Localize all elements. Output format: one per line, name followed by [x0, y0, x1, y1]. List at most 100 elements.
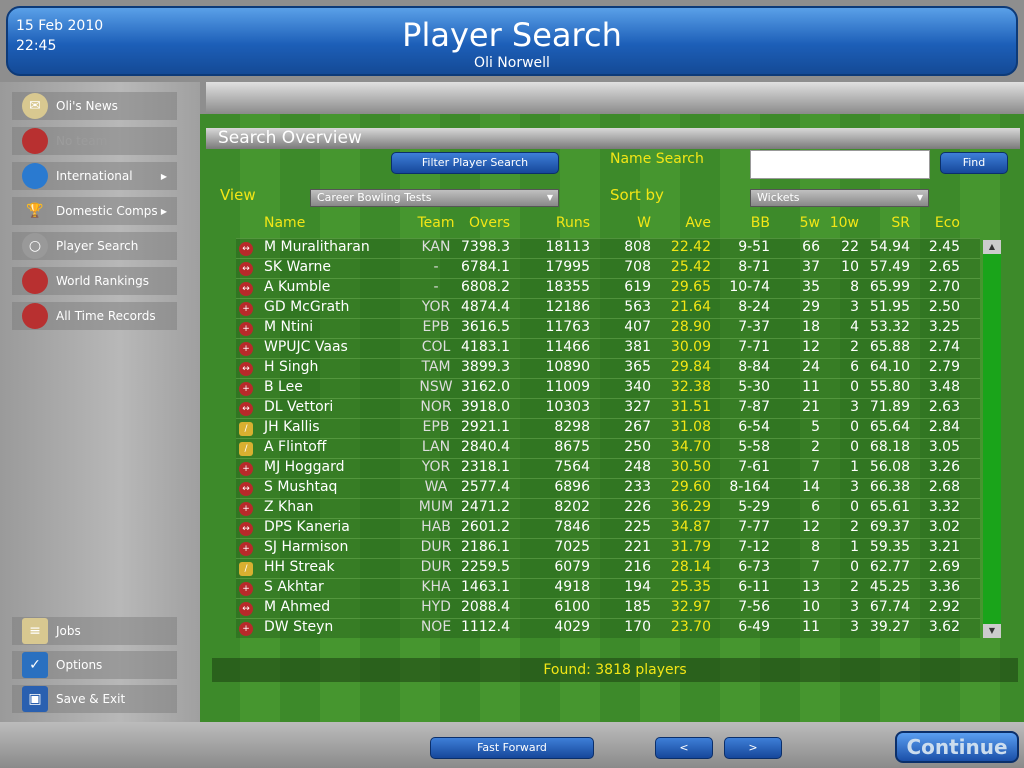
cell-name[interactable]: DL Vettori — [264, 399, 334, 415]
forward-button[interactable]: > — [724, 737, 782, 759]
scroll-up-icon[interactable]: ▲ — [983, 240, 1001, 254]
continue-button[interactable]: Continue — [895, 731, 1019, 763]
cell-overs: 2840.4 — [461, 439, 510, 455]
cell-ave: 31.08 — [670, 419, 711, 435]
cell-name[interactable]: A Flintoff — [264, 439, 327, 455]
column-header-overs[interactable]: Overs — [469, 215, 510, 231]
table-row[interactable]: ↔ DPS Kaneria HAB 2601.2 7846 225 34.87 7-77 12 2… — [236, 518, 980, 538]
sort-by-select[interactable]: Wickets ▼ — [750, 189, 929, 207]
sidebar-item-player-search[interactable]: ○ Player Search — [12, 232, 177, 260]
cell-name[interactable]: MJ Hoggard — [264, 459, 345, 475]
column-header-5w[interactable]: 5w — [799, 215, 820, 231]
filter-player-search-button[interactable]: Filter Player Search — [391, 152, 559, 174]
cell-name[interactable]: H Singh — [264, 359, 319, 375]
table-row[interactable]: + M Ntini EPB 3616.5 11763 407 28.90 7-37 18 4 53.… — [236, 318, 980, 338]
cell-overs: 3162.0 — [461, 379, 510, 395]
cell-f5: 66 — [802, 239, 820, 255]
cell-name[interactable]: S Akhtar — [264, 579, 324, 595]
cell-name[interactable]: Z Khan — [264, 499, 314, 515]
find-button[interactable]: Find — [940, 152, 1008, 174]
table-row[interactable]: ↔ S Mushtaq WA 2577.4 6896 233 29.60 8-164 14 3 66… — [236, 478, 980, 498]
table-row[interactable]: ↔ DL Vettori NOR 3918.0 10303 327 31.51 7-87 21 3… — [236, 398, 980, 418]
sidebar-item-options[interactable]: ✓ Options — [12, 651, 177, 679]
column-header-10w[interactable]: 10w — [829, 215, 859, 231]
table-row[interactable]: ↔ M Muralitharan KAN 7398.3 18113 808 22.42 9-5… — [236, 238, 980, 258]
cell-eco: 2.69 — [928, 559, 960, 575]
checkmark-icon: ✓ — [22, 652, 48, 678]
cell-bb: 5-58 — [738, 439, 770, 455]
scrollbar[interactable]: ▲ ▼ — [983, 240, 1001, 638]
cell-name[interactable]: SJ Harmison — [264, 539, 349, 555]
table-row[interactable]: + GD McGrath YOR 4874.4 12186 563 21.64 8-24 29 3… — [236, 298, 980, 318]
cell-name[interactable]: JH Kallis — [264, 419, 320, 435]
sidebar-item-all-time-records[interactable]: All Time Records — [12, 302, 177, 330]
sidebar-item-oli-s-news[interactable]: ✉ Oli's News — [12, 92, 177, 120]
view-select[interactable]: Career Bowling Tests ▼ — [310, 189, 559, 207]
cell-name[interactable]: M Ntini — [264, 319, 314, 335]
cell-name[interactable]: WPUJC Vaas — [264, 339, 348, 355]
column-header-sr[interactable]: SR — [891, 215, 910, 231]
cell-w: 407 — [624, 319, 651, 335]
sidebar-item-international[interactable]: International ▶ — [12, 162, 177, 190]
column-header-name[interactable]: Name — [264, 215, 306, 231]
cell-ave: 30.09 — [670, 339, 711, 355]
cell-name[interactable]: B Lee — [264, 379, 303, 395]
cell-name[interactable]: HH Streak — [264, 559, 335, 575]
table-row[interactable]: ↔ M Ahmed HYD 2088.4 6100 185 32.97 7-56 10 3 67.7… — [236, 598, 980, 618]
cell-eco: 3.05 — [928, 439, 960, 455]
table-row[interactable]: + DW Steyn NOE 1112.4 4029 170 23.70 6-49 11 3 39.… — [236, 618, 980, 638]
column-header-eco[interactable]: Eco — [934, 215, 960, 231]
column-header-w[interactable]: W — [637, 215, 651, 231]
cell-bb: 8-71 — [738, 259, 770, 275]
cell-sr: 66.38 — [869, 479, 910, 495]
table-row[interactable]: ↔ A Kumble - 6808.2 18355 619 29.65 10-74 35 8 65.… — [236, 278, 980, 298]
tab-bar — [206, 82, 1024, 114]
table-row[interactable]: / A Flintoff LAN 2840.4 8675 250 34.70 5-58 2 0 68… — [236, 438, 980, 458]
cell-name[interactable]: S Mushtaq — [264, 479, 338, 495]
column-header-ave[interactable]: Ave — [685, 215, 711, 231]
cell-name[interactable]: GD McGrath — [264, 299, 350, 315]
column-header-bb[interactable]: BB — [750, 215, 770, 231]
sidebar-item-save-exit[interactable]: ▣ Save & Exit — [12, 685, 177, 713]
table-row[interactable]: + SJ Harmison DUR 2186.1 7025 221 31.79 7-12 8 1 5… — [236, 538, 980, 558]
table-row[interactable]: + Z Khan MUM 2471.2 8202 226 36.29 5-29 6 0 65.61 3… — [236, 498, 980, 518]
all-rounder-icon: / — [239, 562, 253, 576]
table-row[interactable]: + MJ Hoggard YOR 2318.1 7564 248 30.50 7-61 7 1 56… — [236, 458, 980, 478]
sidebar-item-domestic-comps[interactable]: 🏆 Domestic Comps ▶ — [12, 197, 177, 225]
cell-eco: 2.70 — [928, 279, 960, 295]
table-row[interactable]: + B Lee NSW 3162.0 11009 340 32.38 5-30 11 0 55.80… — [236, 378, 980, 398]
fast-forward-button[interactable]: Fast Forward — [430, 737, 594, 759]
cell-name[interactable]: SK Warne — [264, 259, 332, 275]
cell-name[interactable]: M Muralitharan — [264, 239, 370, 255]
back-button[interactable]: < — [655, 737, 713, 759]
table-row[interactable]: + WPUJC Vaas COL 4183.1 11466 381 30.09 7-71 12 2… — [236, 338, 980, 358]
submenu-arrow-icon: ▶ — [160, 206, 167, 216]
cell-w: 365 — [624, 359, 651, 375]
scroll-down-icon[interactable]: ▼ — [983, 624, 1001, 638]
cell-t10: 0 — [850, 559, 859, 575]
cell-runs: 4029 — [554, 619, 590, 635]
table-row[interactable]: ↔ H Singh TAM 3899.3 10890 365 29.84 8-84 24 6 64.… — [236, 358, 980, 378]
cell-name[interactable]: A Kumble — [264, 279, 331, 295]
sidebar-item-jobs[interactable]: ≡ Jobs — [12, 617, 177, 645]
sidebar-item-world-rankings[interactable]: World Rankings — [12, 267, 177, 295]
cell-runs: 4918 — [554, 579, 590, 595]
cell-t10: 0 — [850, 419, 859, 435]
table-row[interactable]: + S Akhtar KHA 1463.1 4918 194 25.35 6-11 13 2 45.… — [236, 578, 980, 598]
cell-name[interactable]: DPS Kaneria — [264, 519, 350, 535]
table-row[interactable]: ↔ SK Warne - 6784.1 17995 708 25.42 8-71 37 10 57.… — [236, 258, 980, 278]
cell-runs: 17995 — [545, 259, 590, 275]
cell-eco: 2.65 — [928, 259, 960, 275]
cell-bb: 7-87 — [738, 399, 770, 415]
column-header-team[interactable]: Team — [417, 215, 455, 231]
name-search-input[interactable] — [750, 150, 930, 179]
cell-sr: 69.37 — [869, 519, 910, 535]
cell-ave: 31.79 — [670, 539, 711, 555]
cell-name[interactable]: DW Steyn — [264, 619, 334, 635]
cell-name[interactable]: M Ahmed — [264, 599, 331, 615]
cell-w: 250 — [624, 439, 651, 455]
table-row[interactable]: / JH Kallis EPB 2921.1 8298 267 31.08 6-54 5 0 65.… — [236, 418, 980, 438]
column-header-runs[interactable]: Runs — [555, 215, 590, 231]
table-row[interactable]: / HH Streak DUR 2259.5 6079 216 28.14 6-73 7 0 62.… — [236, 558, 980, 578]
cell-runs: 8298 — [554, 419, 590, 435]
